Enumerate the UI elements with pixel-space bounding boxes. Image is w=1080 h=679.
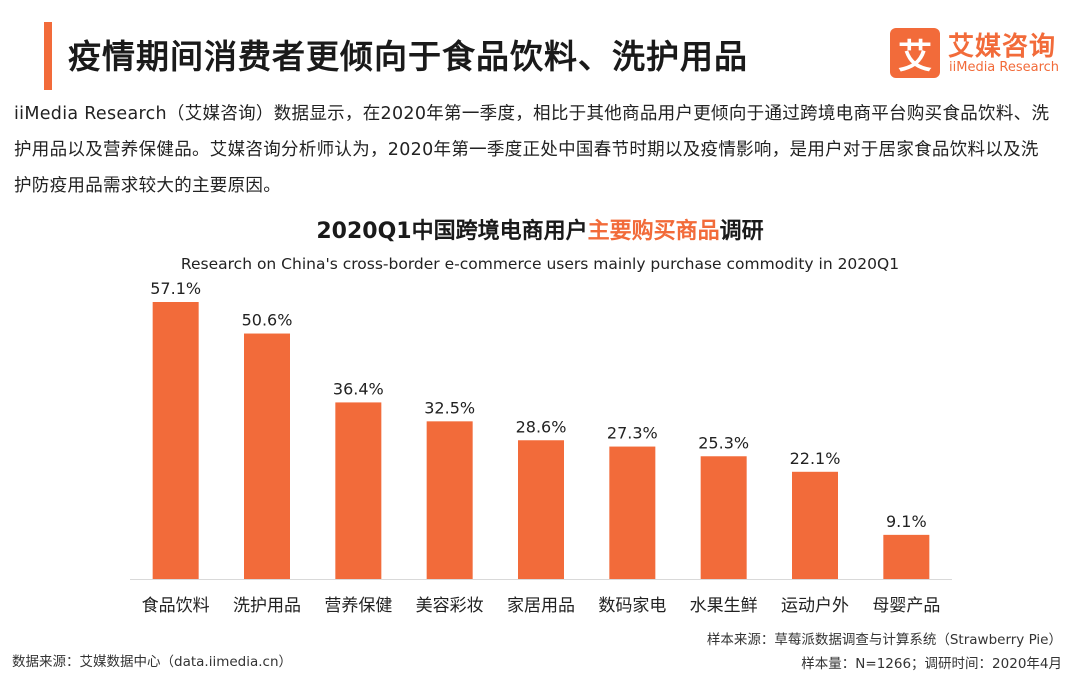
data-source-note: 数据来源：艾媒数据中心（data.iimedia.cn） (12, 654, 293, 670)
bar-7 (700, 456, 747, 579)
data-label-1: 57.1% (150, 280, 201, 298)
data-label-3: 36.4% (333, 379, 384, 398)
bar-8 (792, 471, 838, 579)
sample-source-note: 样本来源：草莓派数据调查与计算系统（Strawberry Pie） (706, 632, 1062, 648)
intro-paragraph: iiMedia Research（艾媒咨询）数据显示，在2020年第一季度，相比… (14, 104, 1050, 196)
category-label-6: 数码家电 (598, 596, 666, 616)
data-label-4: 32.5% (424, 398, 475, 417)
category-label-3: 营养保健 (324, 596, 392, 616)
chart-title-highlight: 主要购买商品 (587, 219, 720, 244)
chart-title-suffix: 调研 (719, 219, 764, 244)
category-label-9: 母婴产品 (872, 596, 940, 616)
bar-chart: 57.1% 食品饮料 50.6% 洗护用品 36.4% 营养保健 32.5% 美容彩妆 28.6… (130, 280, 952, 616)
logo-cn-name: 艾媒咨询 (948, 32, 1057, 62)
logo-en-name: iiMedia Research (949, 60, 1060, 75)
data-label-2: 50.6% (242, 311, 293, 330)
logo-mark-icon: 艾 (890, 28, 940, 78)
category-label-4: 美容彩妆 (416, 596, 484, 616)
data-label-5: 28.6% (516, 417, 567, 436)
iimedia-logo: 艾 艾媒咨询 iiMedia Research (890, 26, 1070, 86)
data-label-6: 27.3% (607, 424, 658, 443)
bar-9 (883, 534, 930, 579)
chart-subtitle: Research on China's cross-border e-comme… (180, 255, 900, 273)
title-accent-bar (44, 22, 52, 90)
bar-3 (335, 402, 382, 579)
category-label-5: 家居用品 (507, 596, 575, 616)
sample-info-note: 样本量：N=1266；调研时间：2020年4月 (801, 656, 1062, 672)
category-label-2: 洗护用品 (233, 596, 301, 616)
bar-1 (152, 302, 199, 579)
data-label-7: 25.3% (698, 433, 749, 452)
bar-2 (244, 333, 290, 579)
category-label-8: 运动户外 (781, 596, 849, 616)
data-label-9: 9.1% (886, 512, 927, 531)
bar-5 (518, 440, 564, 579)
bar-4 (426, 421, 473, 579)
chart-title: 2020Q1中国跨境电商用户主要购买商品调研 (0, 213, 1080, 245)
data-label-8: 22.1% (790, 449, 841, 468)
page-title: 疫情期间消费者更倾向于食品饮料、洗护用品 (68, 37, 748, 76)
category-label-1: 食品饮料 (142, 596, 210, 616)
chart-title-prefix: 2020Q1中国跨境电商用户 (316, 219, 588, 244)
bar-6 (609, 446, 656, 579)
category-label-7: 水果生鲜 (690, 596, 758, 616)
